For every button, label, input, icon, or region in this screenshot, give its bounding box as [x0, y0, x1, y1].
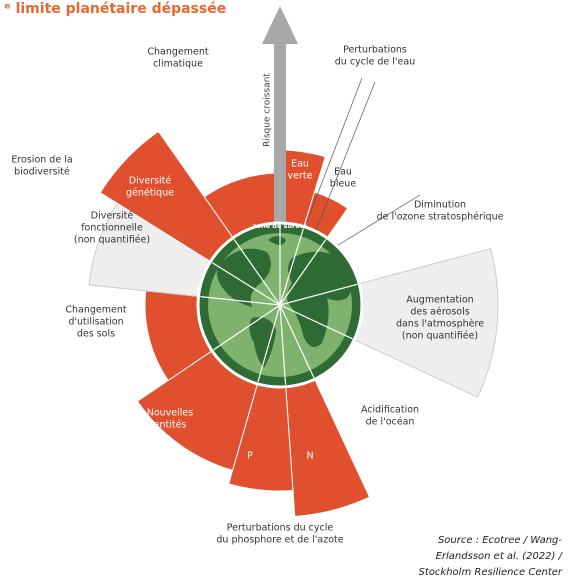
- leader-line: [309, 81, 376, 246]
- arrow-shaft: [274, 40, 286, 240]
- label: des aérosols: [410, 307, 469, 318]
- source: Source : Ecotree / Wang-: [438, 535, 562, 546]
- divider: [279, 304, 315, 378]
- wedge: [278, 247, 499, 398]
- leader-line: [329, 194, 421, 251]
- label: Nouvelles: [147, 408, 194, 419]
- label: Erosion de la: [11, 155, 72, 166]
- divider: [279, 283, 358, 306]
- label: N: [306, 451, 313, 462]
- arrow: Risque croissant: [262, 6, 298, 240]
- label: Augmentation: [406, 295, 473, 306]
- arrow-head: [262, 6, 298, 44]
- divider: [279, 239, 327, 306]
- label: d'utilisation: [68, 317, 123, 328]
- continent: [287, 251, 353, 347]
- label: bleue: [330, 179, 357, 190]
- label: Changement: [65, 305, 126, 316]
- divider: [279, 304, 287, 385]
- label: Perturbations: [343, 45, 407, 56]
- label: Perturbations du cycle: [227, 523, 334, 534]
- divider: [200, 296, 281, 306]
- label: dans l'atmosphère: [396, 319, 484, 330]
- divider: [279, 304, 353, 340]
- continent: [249, 317, 276, 368]
- label: génétique: [126, 188, 174, 199]
- labels: Changement climatique Perturbations du c…: [11, 45, 503, 546]
- source: Erlandsson et al. (2022) /: [436, 551, 564, 562]
- leader-lines: [299, 77, 421, 251]
- arrow-label: Risque croissant: [263, 73, 273, 147]
- divider: [279, 228, 304, 306]
- source: Stockholm Resilience Center: [419, 567, 563, 577]
- divider: [211, 262, 281, 306]
- divider: [233, 239, 281, 306]
- label: de l'océan: [366, 417, 415, 428]
- label: verte: [288, 171, 313, 182]
- label: de l'ozone stratosphérique: [377, 212, 504, 223]
- label: biodiversité: [14, 167, 70, 178]
- dividers: [200, 225, 358, 385]
- divider: [257, 304, 281, 383]
- label: P: [247, 451, 253, 462]
- label: (non quantifiée): [402, 331, 478, 342]
- safe-zone-label: zone de sûreté: [253, 222, 308, 230]
- label: Diversité: [129, 176, 172, 187]
- label: Eau: [334, 167, 352, 178]
- label: Acidification: [361, 405, 419, 416]
- leader-line: [299, 77, 363, 241]
- divider: [213, 304, 281, 351]
- label: Diminution: [414, 200, 466, 211]
- label: climatique: [153, 59, 203, 70]
- label: Diversité: [91, 211, 134, 222]
- label: entités: [154, 420, 187, 431]
- globe: zone de sûreté: [196, 221, 364, 389]
- label: Eau: [291, 159, 309, 170]
- label: fonctionnelle: [81, 223, 143, 234]
- label: des sols: [77, 329, 115, 340]
- continent: [217, 248, 271, 307]
- label: (non quantifiée): [74, 235, 150, 246]
- title: ᵉ limite planétaire dépassée: [4, 1, 226, 17]
- label: du phosphore et de l'azote: [216, 535, 343, 546]
- label: du cycle de l'eau: [335, 57, 415, 68]
- continent: [268, 236, 286, 245]
- label: Changement: [147, 47, 208, 58]
